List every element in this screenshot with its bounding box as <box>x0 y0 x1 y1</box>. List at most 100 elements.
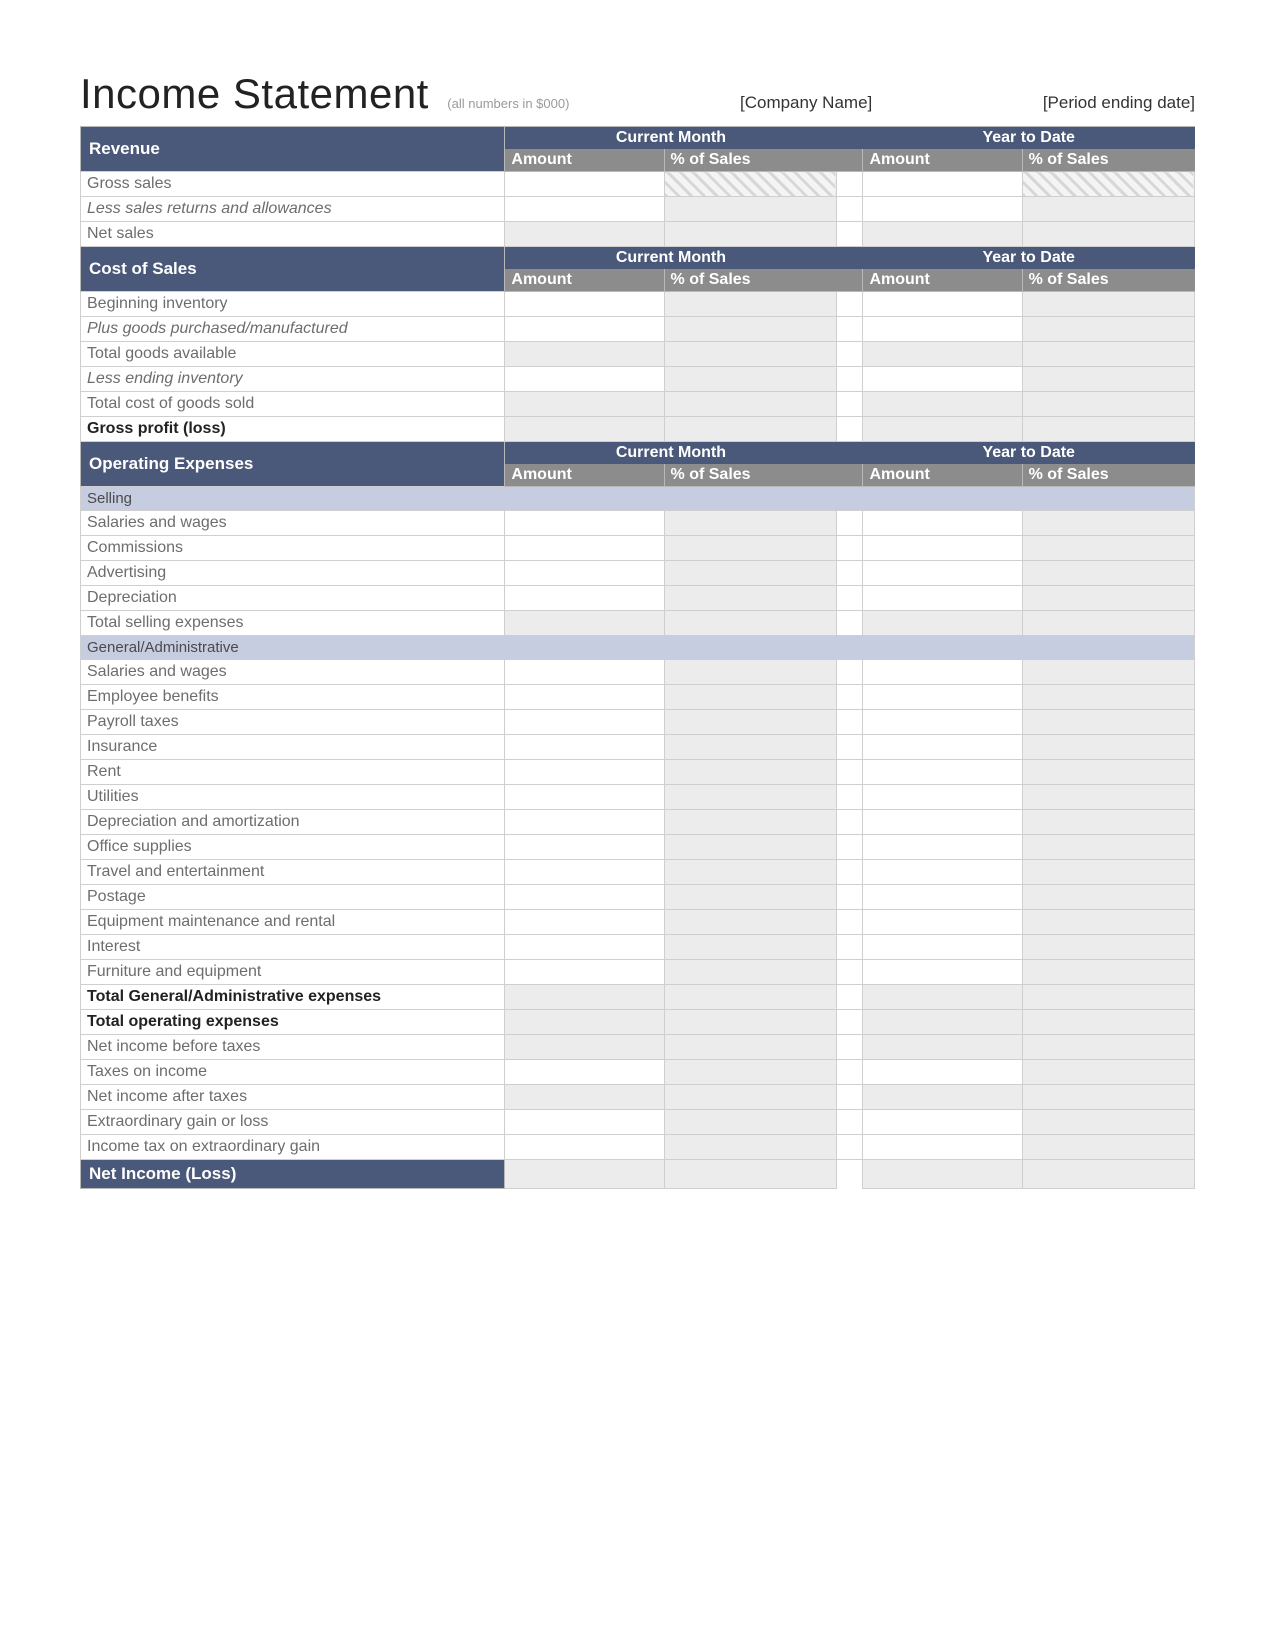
cell-amount-ytd[interactable] <box>863 317 1022 342</box>
cell-amount-ytd[interactable] <box>863 222 1022 247</box>
cell-pct-current[interactable] <box>664 885 836 910</box>
cell-pct-current[interactable] <box>664 417 836 442</box>
cell-pct-current[interactable] <box>664 1060 836 1085</box>
cell-amount-current[interactable] <box>505 960 664 985</box>
cell-amount-ytd[interactable] <box>863 561 1022 586</box>
cell-pct-current[interactable] <box>664 197 836 222</box>
cell-amount-ytd[interactable] <box>863 586 1022 611</box>
cell-amount-current[interactable] <box>505 1035 664 1060</box>
cell-amount-ytd[interactable] <box>863 1160 1022 1189</box>
cell-pct-current[interactable] <box>664 172 836 197</box>
cell-amount-current[interactable] <box>505 735 664 760</box>
cell-amount-current[interactable] <box>505 1110 664 1135</box>
cell-amount-ytd[interactable] <box>863 985 1022 1010</box>
cell-amount-current[interactable] <box>505 222 664 247</box>
cell-amount-ytd[interactable] <box>863 511 1022 536</box>
cell-amount-ytd[interactable] <box>863 785 1022 810</box>
cell-amount-ytd[interactable] <box>863 910 1022 935</box>
cell-pct-ytd[interactable] <box>1022 1035 1194 1060</box>
cell-amount-current[interactable] <box>505 860 664 885</box>
cell-amount-current[interactable] <box>505 710 664 735</box>
cell-pct-ytd[interactable] <box>1022 197 1194 222</box>
cell-amount-ytd[interactable] <box>863 1010 1022 1035</box>
cell-amount-ytd[interactable] <box>863 935 1022 960</box>
cell-amount-current[interactable] <box>505 367 664 392</box>
cell-amount-current[interactable] <box>505 1135 664 1160</box>
cell-amount-ytd[interactable] <box>863 172 1022 197</box>
cell-amount-current[interactable] <box>505 292 664 317</box>
cell-amount-current[interactable] <box>505 511 664 536</box>
cell-amount-ytd[interactable] <box>863 1035 1022 1060</box>
cell-pct-current[interactable] <box>664 960 836 985</box>
cell-pct-current[interactable] <box>664 835 836 860</box>
cell-amount-current[interactable] <box>505 536 664 561</box>
cell-amount-ytd[interactable] <box>863 660 1022 685</box>
cell-pct-current[interactable] <box>664 367 836 392</box>
cell-amount-current[interactable] <box>505 810 664 835</box>
cell-pct-ytd[interactable] <box>1022 586 1194 611</box>
cell-pct-ytd[interactable] <box>1022 367 1194 392</box>
cell-pct-ytd[interactable] <box>1022 342 1194 367</box>
cell-pct-current[interactable] <box>664 1010 836 1035</box>
cell-pct-current[interactable] <box>664 1135 836 1160</box>
cell-pct-ytd[interactable] <box>1022 935 1194 960</box>
cell-pct-ytd[interactable] <box>1022 760 1194 785</box>
cell-amount-current[interactable] <box>505 1085 664 1110</box>
cell-amount-ytd[interactable] <box>863 760 1022 785</box>
cell-amount-ytd[interactable] <box>863 417 1022 442</box>
cell-pct-current[interactable] <box>664 317 836 342</box>
cell-amount-ytd[interactable] <box>863 960 1022 985</box>
cell-pct-ytd[interactable] <box>1022 785 1194 810</box>
cell-amount-current[interactable] <box>505 685 664 710</box>
cell-pct-ytd[interactable] <box>1022 292 1194 317</box>
cell-amount-current[interactable] <box>505 561 664 586</box>
cell-pct-current[interactable] <box>664 222 836 247</box>
cell-pct-current[interactable] <box>664 586 836 611</box>
cell-pct-current[interactable] <box>664 760 836 785</box>
cell-amount-current[interactable] <box>505 586 664 611</box>
cell-amount-ytd[interactable] <box>863 611 1022 636</box>
cell-pct-current[interactable] <box>664 785 836 810</box>
cell-pct-current[interactable] <box>664 611 836 636</box>
cell-amount-current[interactable] <box>505 885 664 910</box>
cell-pct-current[interactable] <box>664 660 836 685</box>
cell-amount-ytd[interactable] <box>863 292 1022 317</box>
cell-pct-current[interactable] <box>664 536 836 561</box>
cell-amount-current[interactable] <box>505 785 664 810</box>
cell-amount-ytd[interactable] <box>863 885 1022 910</box>
cell-pct-ytd[interactable] <box>1022 611 1194 636</box>
cell-pct-current[interactable] <box>664 935 836 960</box>
cell-pct-ytd[interactable] <box>1022 511 1194 536</box>
cell-pct-current[interactable] <box>664 342 836 367</box>
cell-amount-ytd[interactable] <box>863 367 1022 392</box>
cell-amount-current[interactable] <box>505 910 664 935</box>
cell-pct-ytd[interactable] <box>1022 860 1194 885</box>
cell-pct-ytd[interactable] <box>1022 1135 1194 1160</box>
cell-pct-ytd[interactable] <box>1022 835 1194 860</box>
cell-pct-ytd[interactable] <box>1022 1160 1194 1189</box>
cell-amount-ytd[interactable] <box>863 710 1022 735</box>
cell-amount-current[interactable] <box>505 611 664 636</box>
cell-pct-current[interactable] <box>664 1160 836 1189</box>
cell-pct-current[interactable] <box>664 1035 836 1060</box>
cell-pct-current[interactable] <box>664 985 836 1010</box>
cell-amount-current[interactable] <box>505 660 664 685</box>
cell-amount-ytd[interactable] <box>863 735 1022 760</box>
cell-pct-ytd[interactable] <box>1022 1110 1194 1135</box>
cell-amount-current[interactable] <box>505 1160 664 1189</box>
cell-amount-ytd[interactable] <box>863 860 1022 885</box>
cell-pct-ytd[interactable] <box>1022 985 1194 1010</box>
cell-pct-ytd[interactable] <box>1022 317 1194 342</box>
cell-pct-ytd[interactable] <box>1022 910 1194 935</box>
cell-pct-ytd[interactable] <box>1022 685 1194 710</box>
cell-amount-current[interactable] <box>505 835 664 860</box>
cell-amount-ytd[interactable] <box>863 536 1022 561</box>
cell-pct-ytd[interactable] <box>1022 417 1194 442</box>
cell-pct-current[interactable] <box>664 685 836 710</box>
cell-amount-current[interactable] <box>505 417 664 442</box>
cell-amount-current[interactable] <box>505 985 664 1010</box>
cell-pct-current[interactable] <box>664 1110 836 1135</box>
cell-amount-ytd[interactable] <box>863 1110 1022 1135</box>
cell-pct-current[interactable] <box>664 910 836 935</box>
cell-amount-ytd[interactable] <box>863 392 1022 417</box>
